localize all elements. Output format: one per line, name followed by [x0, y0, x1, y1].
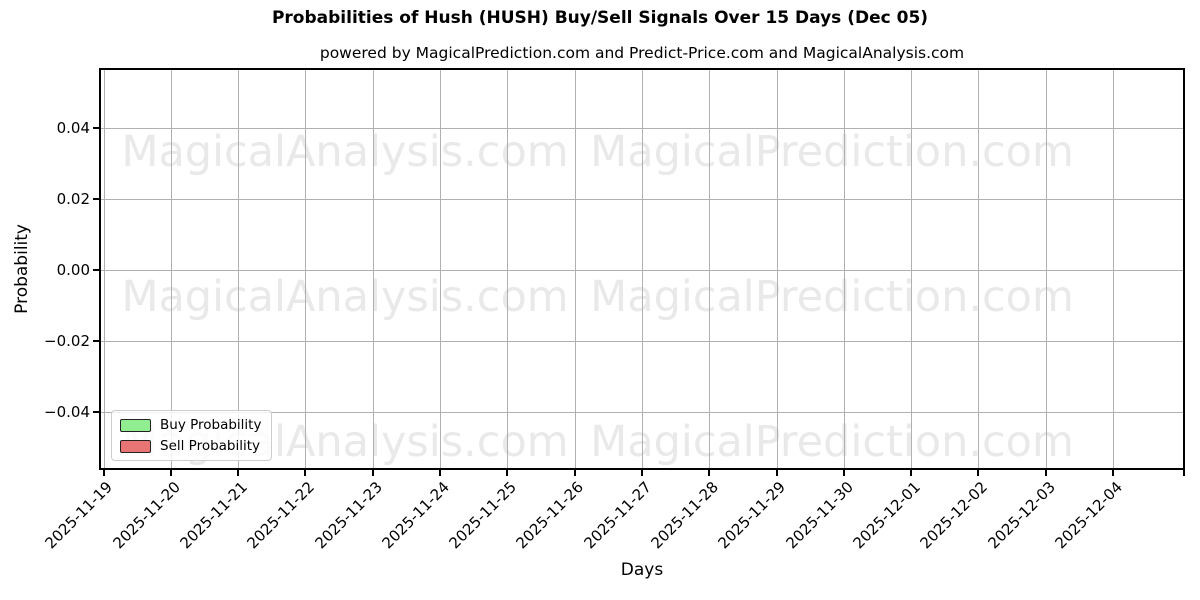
horizontal-gridline [101, 340, 1183, 342]
x-tick-label: 2025-11-23 [311, 478, 386, 553]
x-tick-label: 2025-11-22 [243, 478, 319, 553]
vertical-gridline [103, 70, 105, 468]
x-tick-label: 2025-11-20 [109, 478, 184, 553]
x-tick-label: 2025-11-28 [647, 478, 722, 553]
watermark-magicalprediction: MagicalPrediction.com [590, 127, 1074, 177]
chart-title: Probabilities of Hush (HUSH) Buy/Sell Si… [271, 8, 929, 28]
horizontal-gridline [101, 199, 1183, 201]
x-tick-mark [169, 470, 172, 476]
vertical-gridline [372, 70, 374, 468]
vertical-gridline [641, 70, 643, 468]
x-tick-mark [573, 470, 576, 476]
vertical-gridline [238, 70, 240, 468]
watermark-magicalanalysis: MagicalAnalysis.com [121, 127, 569, 177]
x-tick-label: 2025-11-25 [445, 478, 521, 553]
horizontal-gridline [101, 128, 1183, 130]
y-tick-label: 0.04 [56, 119, 90, 138]
x-tick-mark [1044, 470, 1047, 476]
x-tick-mark [506, 470, 509, 476]
y-tick-label: −0.04 [44, 402, 90, 421]
vertical-gridline [1045, 70, 1047, 468]
x-tick-label: 2025-11-21 [176, 478, 251, 553]
vertical-gridline [170, 70, 172, 468]
vertical-gridline [843, 70, 845, 468]
y-tick-label: 0.00 [56, 260, 90, 279]
x-tick-label: 2025-11-19 [41, 478, 117, 553]
x-tick-mark [842, 470, 845, 476]
watermark-magicalprediction: MagicalPrediction.com [590, 272, 1074, 322]
x-axis-label: Days [620, 560, 664, 580]
x-tick-label: 2025-12-03 [984, 478, 1059, 553]
x-tick-mark [708, 470, 711, 476]
y-tick-mark [93, 198, 99, 201]
vertical-gridline [709, 70, 711, 468]
x-tick-label: 2025-12-02 [916, 478, 992, 553]
sell-probability-swatch [120, 439, 151, 453]
buy-probability-swatch [120, 418, 151, 432]
legend-item-label: Buy Probability [160, 417, 262, 433]
horizontal-gridline [101, 269, 1183, 271]
plot-area: MagicalAnalysis.com MagicalPrediction.com… [99, 68, 1185, 470]
legend-item: Buy Probability [120, 417, 261, 433]
x-tick-label: 2025-11-26 [512, 478, 588, 553]
vertical-gridline [911, 70, 913, 468]
vertical-gridline [978, 70, 980, 468]
x-tick-label: 2025-11-24 [378, 478, 453, 553]
legend-item-label: Sell Probability [160, 438, 261, 454]
x-tick-mark [439, 470, 441, 476]
legend-item: Sell Probability [120, 438, 261, 454]
x-tick-label: 2025-12-04 [1051, 478, 1126, 553]
vertical-gridline [574, 70, 576, 468]
y-axis-label: Probability [12, 224, 32, 314]
y-tick-mark [93, 127, 99, 130]
watermark-magicalanalysis: MagicalAnalysis.com [121, 272, 569, 322]
vertical-gridline [1113, 70, 1114, 468]
vertical-gridline [776, 70, 778, 468]
x-tick-mark [371, 470, 374, 476]
vertical-gridline [440, 70, 441, 468]
x-tick-mark [304, 470, 307, 476]
y-tick-mark [93, 268, 99, 271]
x-tick-label: 2025-11-29 [714, 478, 790, 553]
x-tick-mark-right-edge [1183, 470, 1185, 476]
x-tick-label: 2025-12-01 [849, 478, 924, 553]
x-tick-mark [102, 470, 105, 476]
x-tick-mark [1112, 470, 1114, 476]
y-tick-mark [93, 339, 99, 342]
watermark-magicalprediction: MagicalPrediction.com [590, 417, 1074, 467]
x-tick-label: 2025-11-30 [782, 478, 857, 553]
y-tick-label: −0.02 [44, 331, 90, 350]
x-tick-mark [775, 470, 778, 476]
y-tick-label: 0.02 [56, 190, 90, 209]
x-tick-mark [910, 470, 913, 476]
y-tick-mark [93, 410, 99, 413]
vertical-gridline [507, 70, 509, 468]
horizontal-gridline [101, 411, 1183, 413]
x-tick-mark [640, 470, 643, 476]
chart-subtitle: powered by MagicalPrediction.com and Pre… [319, 44, 965, 62]
legend: Buy Probability Sell Probability [111, 410, 273, 461]
x-tick-label: 2025-11-27 [580, 478, 655, 553]
vertical-gridline [305, 70, 307, 468]
x-tick-mark [977, 470, 980, 476]
x-tick-mark [237, 470, 240, 476]
